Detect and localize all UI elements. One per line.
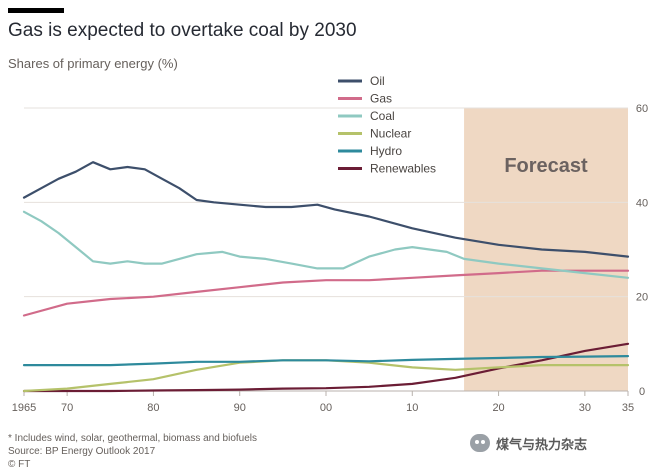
x-tick-label: 70 [61, 402, 73, 414]
footnote: * Includes wind, solar, geothermal, biom… [8, 432, 257, 471]
legend-label-oil: Oil [370, 74, 385, 88]
y-tick-label: 20 [636, 292, 648, 304]
legend-label-renewables: Renewables [370, 162, 436, 176]
footnote-definition: * Includes wind, solar, geothermal, biom… [8, 433, 258, 444]
series-line-renewables [22, 342, 630, 393]
watermark-text: 煤气与热力杂志 [496, 436, 588, 452]
footnote-copyright: © FT [8, 459, 31, 470]
legend-label-coal: Coal [370, 109, 395, 123]
chart-subtitle: Shares of primary energy (%) [8, 56, 178, 71]
x-tick-label: 00 [320, 402, 332, 414]
watermark: 煤气与热力杂志 [470, 432, 587, 454]
series-line-oil [22, 161, 630, 258]
chart-title: Gas is expected to overtake coal by 2030 [8, 20, 357, 41]
x-tick-label: 35 [622, 402, 634, 414]
x-tick-label: 90 [234, 402, 246, 414]
forecast-label: Forecast [504, 155, 588, 177]
series-line-hydro [22, 355, 630, 367]
legend-label-hydro: Hydro [370, 144, 402, 158]
series-line-gas [22, 269, 630, 317]
legend-label-gas: Gas [370, 92, 392, 106]
x-tick-label: 30 [579, 402, 591, 414]
series-line-coal [22, 210, 630, 279]
y-tick-label: 40 [636, 197, 648, 209]
x-tick-label: 20 [492, 402, 504, 414]
legend-label-nuclear: Nuclear [370, 127, 411, 141]
wechat-icon [470, 434, 490, 452]
footnote-source: Source: BP Energy Outlook 2017 [8, 446, 156, 457]
x-tick-label: 1965 [12, 402, 36, 414]
x-tick-label: 10 [406, 402, 418, 414]
title-rule [8, 8, 64, 13]
y-tick-label: 0 [639, 386, 645, 398]
y-tick-label: 60 [636, 103, 648, 115]
x-tick-label: 80 [147, 402, 159, 414]
